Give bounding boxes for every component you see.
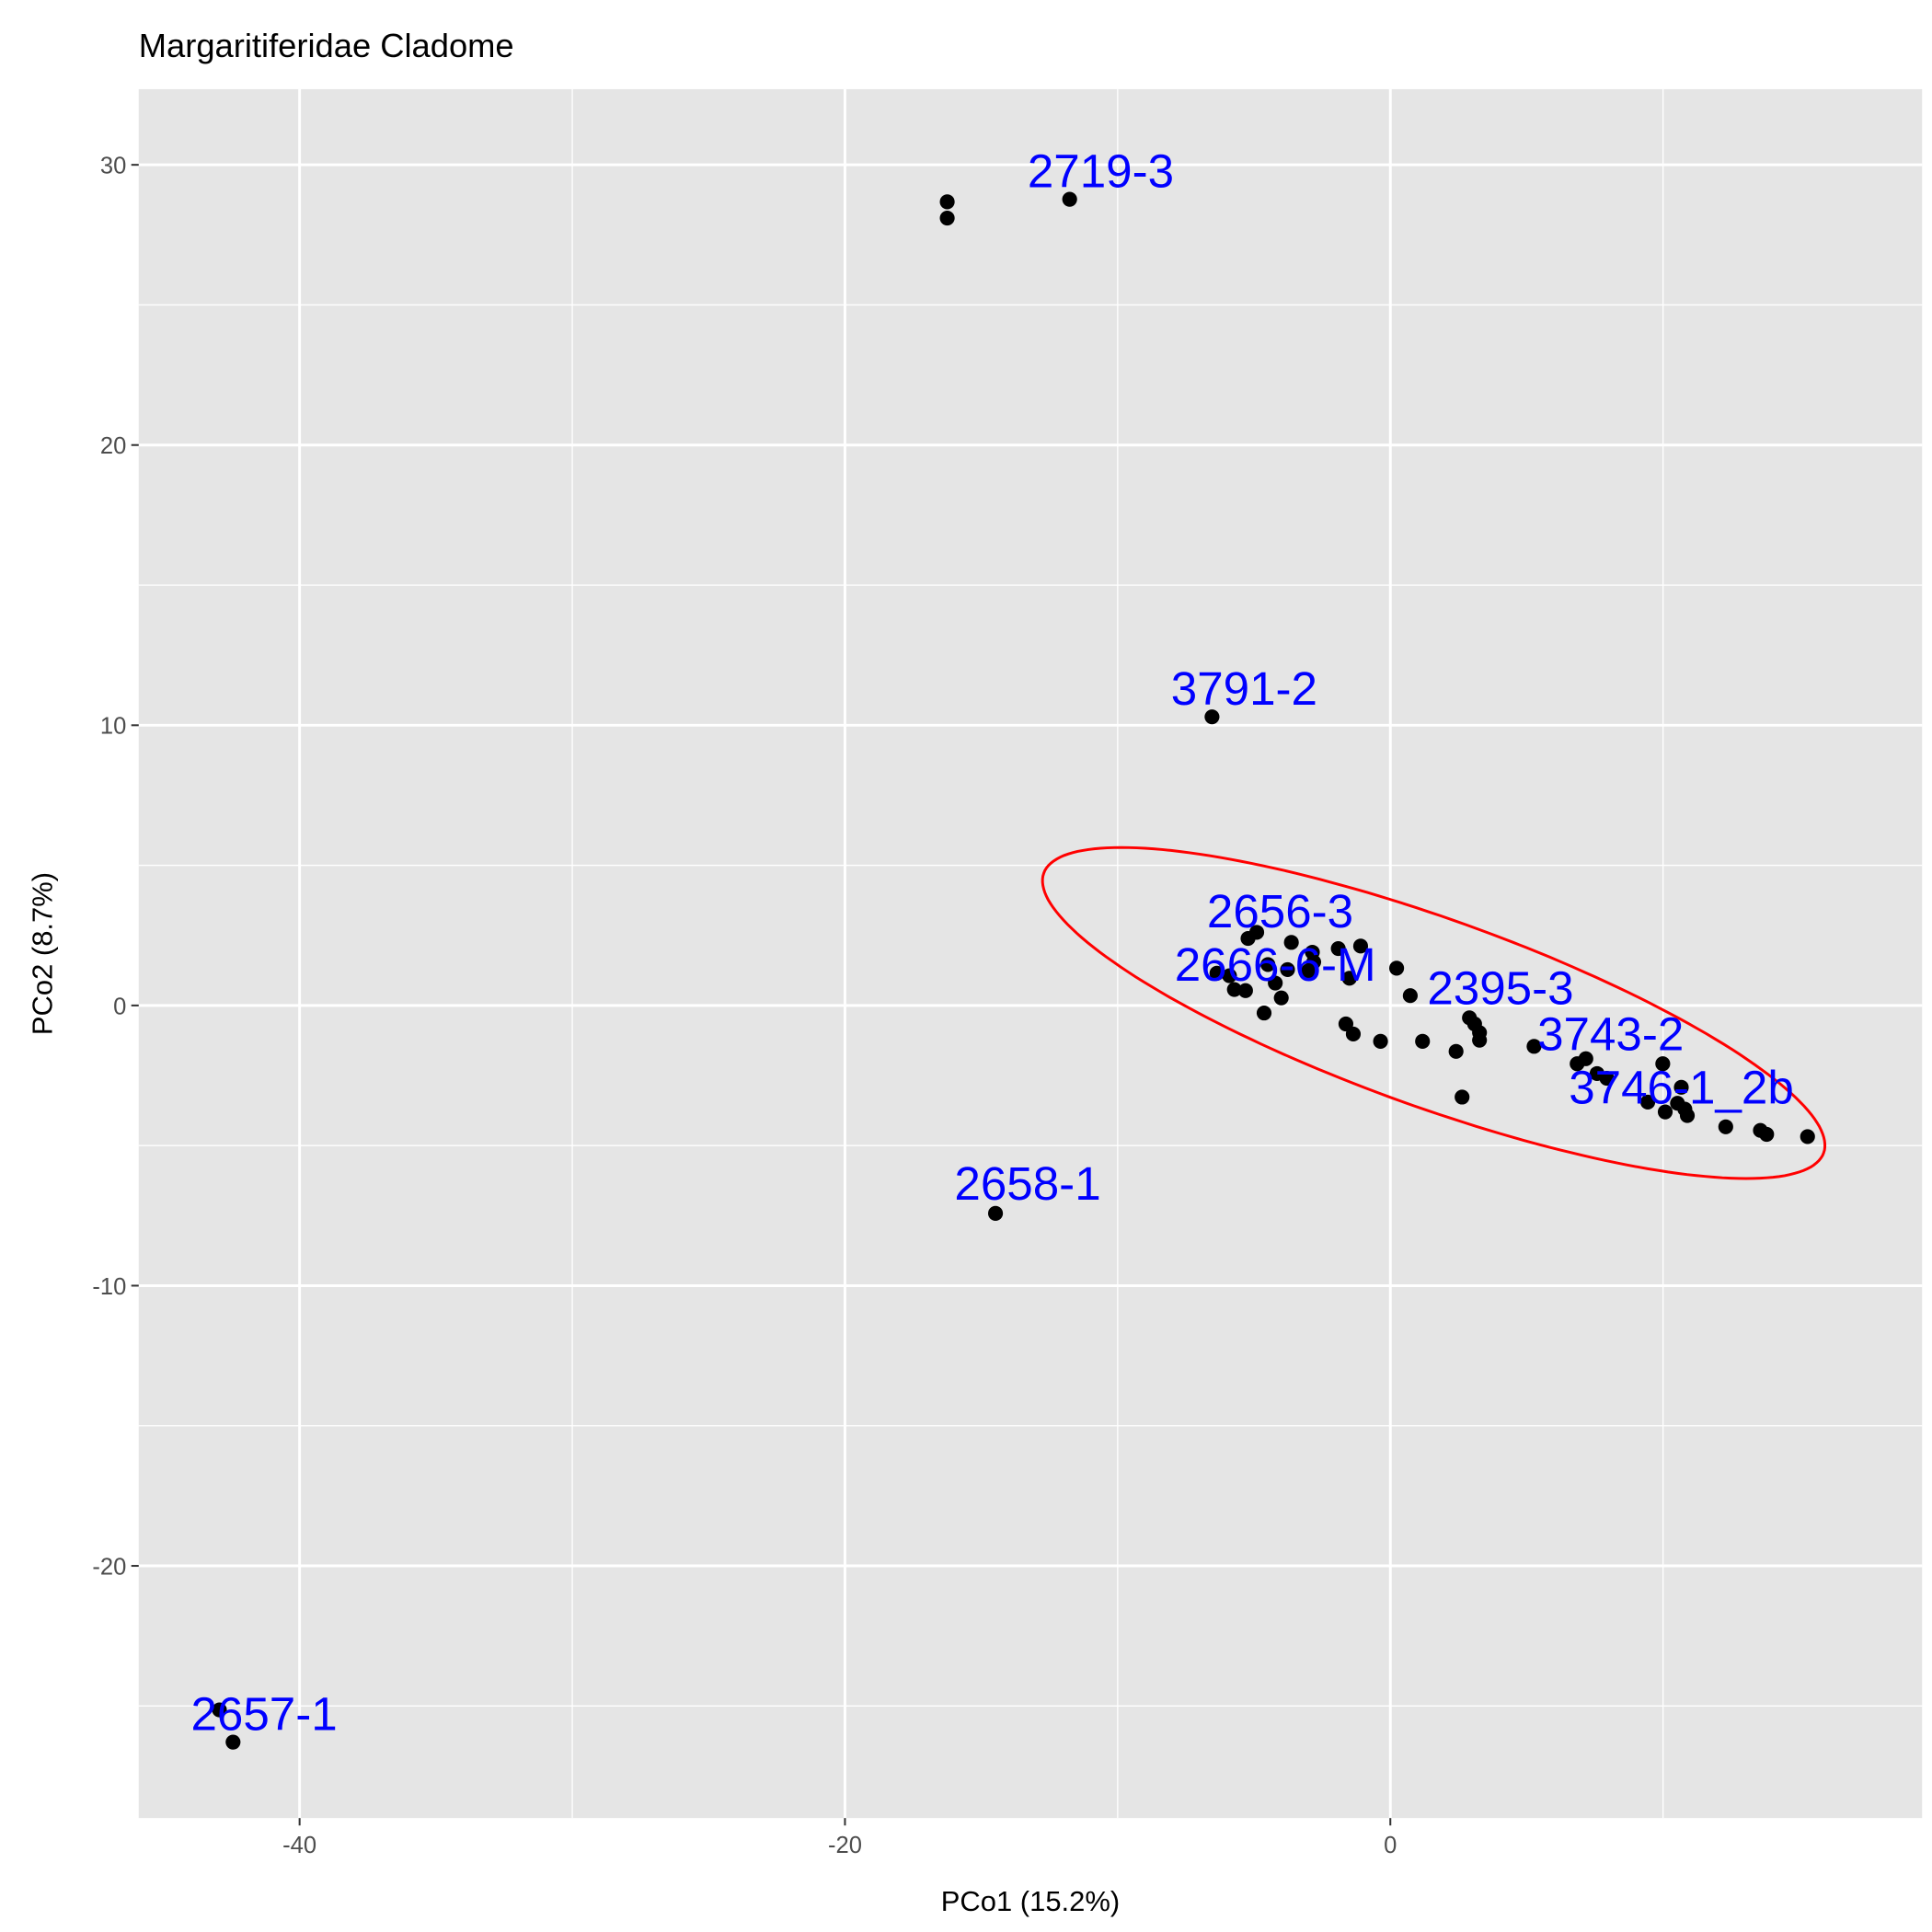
confidence-ellipse: [1041, 845, 1827, 1180]
data-point: [987, 1205, 1004, 1221]
data-point: [1673, 1079, 1689, 1095]
data-point: [1373, 1033, 1388, 1049]
y-tick-label: 10: [100, 714, 126, 740]
data-point: [1283, 935, 1299, 950]
data-point: [1330, 940, 1346, 957]
data-point: [1759, 1126, 1775, 1143]
point-label: 3746-1_2b: [1569, 1061, 1794, 1113]
data-point: [1718, 1119, 1733, 1134]
data-point: [1472, 1032, 1488, 1048]
data-point: [1415, 1033, 1431, 1049]
data-point: [1526, 1039, 1542, 1054]
point-label: 2656-3: [1207, 885, 1353, 937]
data-point: [1800, 1129, 1815, 1144]
data-point: [1226, 982, 1242, 997]
data-point: [1248, 925, 1265, 940]
data-point: [1657, 1104, 1673, 1120]
data-point: [1639, 1094, 1656, 1110]
data-point: [225, 1734, 241, 1750]
data-point: [1341, 971, 1357, 986]
data-point: [1222, 968, 1237, 983]
data-point: [939, 194, 955, 210]
data-point: [939, 210, 955, 226]
data-point: [1655, 1056, 1671, 1072]
x-axis-label: PCo1 (15.2%): [941, 1885, 1120, 1917]
x-tick-label: 0: [1384, 1833, 1397, 1858]
point-label: 2658-1: [954, 1157, 1100, 1210]
data-point: [1237, 983, 1253, 998]
data-point: [1388, 960, 1405, 976]
x-tick-label: -40: [282, 1833, 316, 1858]
plot-panel: [138, 88, 1923, 1819]
point-label: 2657-1: [190, 1687, 337, 1740]
data-point: [1062, 191, 1077, 207]
y-tick-label: -20: [92, 1554, 126, 1580]
data-point: [1448, 1043, 1464, 1059]
x-tick-label: -20: [828, 1833, 862, 1858]
chart-title: Margaritiferidae Cladome: [139, 27, 514, 64]
data-point: [1204, 709, 1220, 725]
data-point: [1209, 965, 1225, 981]
data-point: [1280, 961, 1295, 977]
data-point: [1677, 1101, 1693, 1117]
point-label: 3791-2: [1171, 662, 1317, 715]
data-point: [1268, 975, 1283, 991]
data-point: [1402, 988, 1418, 1004]
point-label: 2666-6-M: [1175, 938, 1376, 991]
data-point: [1345, 1026, 1362, 1042]
data-point: [1273, 990, 1289, 1006]
y-tick-label: 30: [100, 154, 126, 179]
point-label: 3743-2: [1537, 1007, 1684, 1060]
data-point: [1599, 1070, 1615, 1087]
data-point: [1352, 938, 1369, 954]
data-point: [1455, 1089, 1470, 1105]
y-axis-label: PCo2 (8.7%): [27, 872, 59, 1035]
y-tick-label: -10: [92, 1274, 126, 1300]
y-tick-label: 20: [100, 433, 126, 459]
data-point: [212, 1702, 227, 1718]
data-point: [1256, 1006, 1272, 1021]
data-point: [1578, 1051, 1593, 1066]
data-point: [1260, 957, 1276, 972]
point-label: 2395-3: [1427, 962, 1573, 1015]
point-label: 2719-3: [1028, 144, 1174, 197]
data-point: [1305, 944, 1320, 960]
y-tick-label: 0: [113, 994, 126, 1019]
